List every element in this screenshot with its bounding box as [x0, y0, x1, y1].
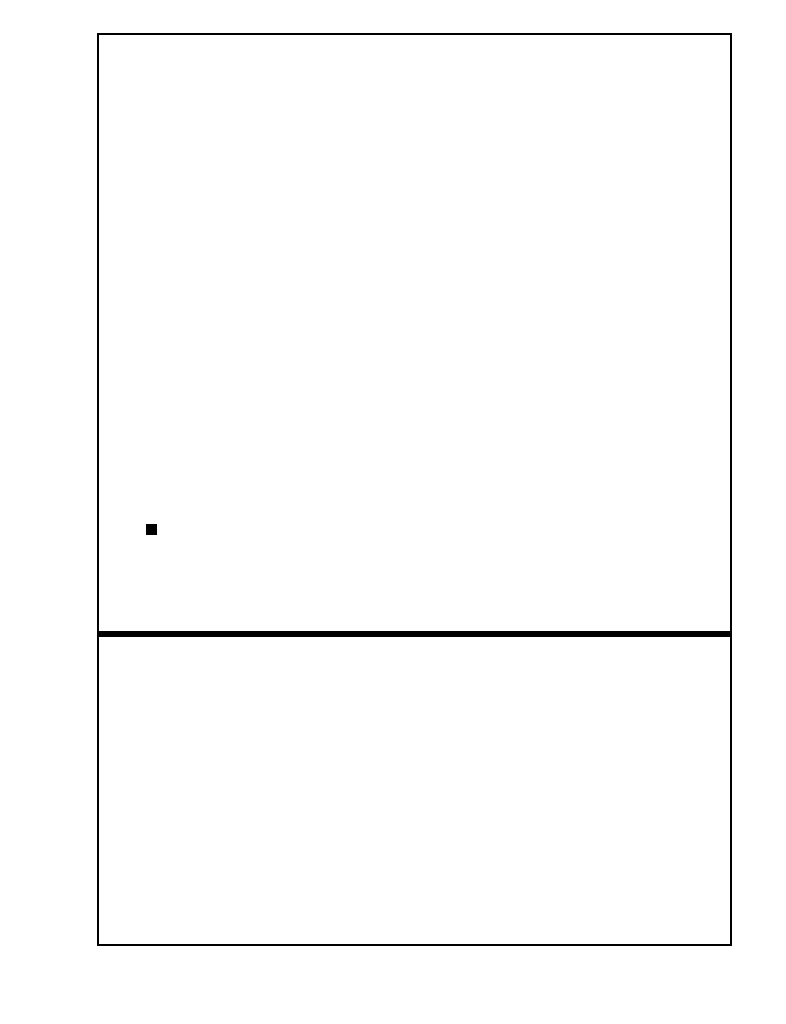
main-plot-panel: [97, 33, 732, 633]
unity-reference-line: [99, 635, 730, 637]
legend-marker-opal: [146, 524, 157, 535]
main-y-axis-label: [20, 30, 47, 190]
ratio-plot-panel: [97, 633, 732, 946]
